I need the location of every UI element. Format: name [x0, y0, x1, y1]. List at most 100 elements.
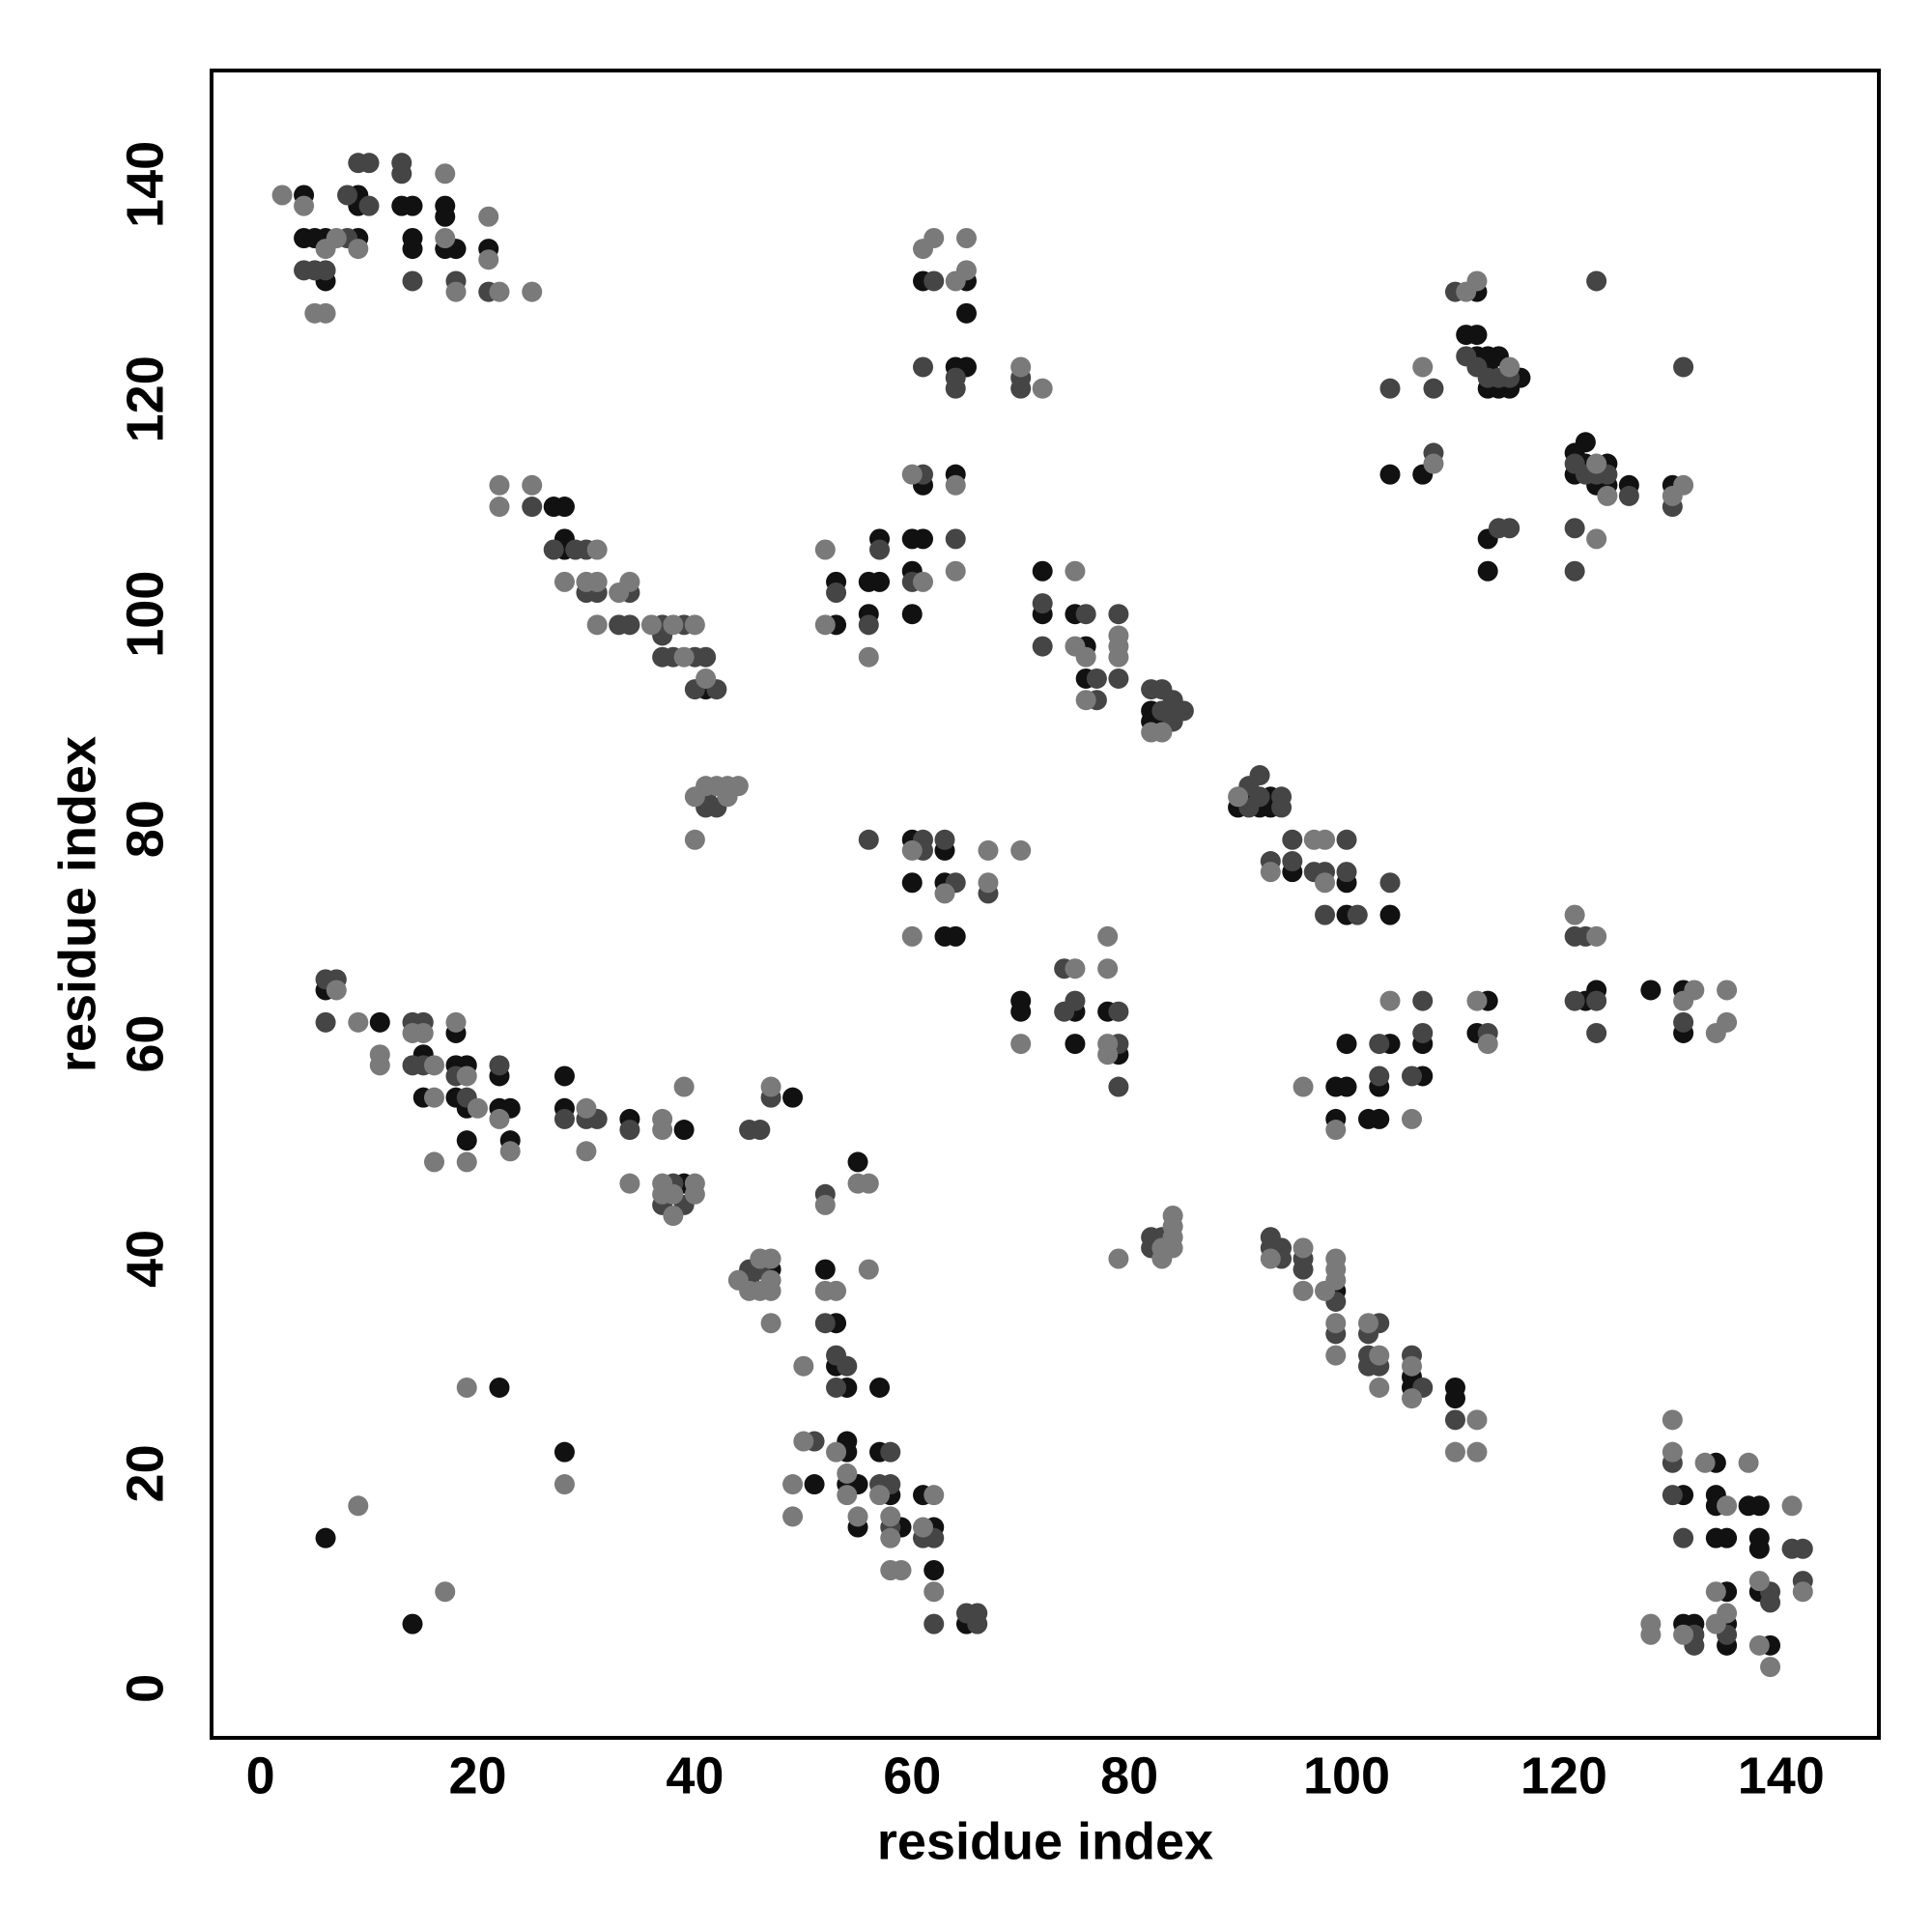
data-point — [663, 1206, 684, 1227]
data-point — [640, 614, 662, 636]
data-point — [923, 1581, 945, 1603]
data-point — [586, 614, 608, 636]
data-point — [1379, 872, 1401, 894]
data-point — [1662, 1441, 1683, 1463]
data-point — [1379, 990, 1401, 1011]
data-point — [1748, 1538, 1770, 1559]
data-point — [826, 1377, 847, 1398]
data-point — [1792, 1581, 1813, 1603]
data-point — [804, 1474, 825, 1495]
data-point — [478, 249, 499, 270]
data-point — [978, 839, 999, 861]
data-point — [1325, 1345, 1347, 1366]
x-tick-label: 120 — [1520, 1747, 1607, 1804]
y-tick-label: 40 — [116, 1230, 174, 1288]
data-point — [1444, 1388, 1465, 1409]
data-point — [1401, 1388, 1422, 1409]
data-point — [793, 1355, 814, 1377]
data-point — [543, 539, 564, 560]
data-point — [955, 302, 977, 324]
data-point — [1325, 1120, 1347, 1141]
data-point — [1032, 378, 1053, 399]
data-point — [402, 239, 423, 260]
data-point — [1065, 958, 1086, 980]
data-point — [1760, 1657, 1781, 1678]
data-point — [913, 356, 934, 378]
data-point — [1586, 453, 1607, 474]
data-point — [1325, 1269, 1347, 1291]
data-point — [1336, 1034, 1357, 1055]
data-point — [1412, 990, 1434, 1011]
data-point — [1586, 990, 1607, 1011]
data-point — [923, 1485, 945, 1506]
data-point — [586, 539, 608, 560]
data-point — [858, 614, 879, 636]
data-point — [880, 1527, 901, 1548]
y-axis-title: residue index — [48, 736, 106, 1072]
data-point — [1108, 1248, 1129, 1269]
data-point — [1705, 1581, 1726, 1603]
data-point — [1444, 1441, 1465, 1463]
data-point — [1401, 1065, 1422, 1087]
data-point — [424, 1055, 445, 1076]
data-point — [489, 497, 510, 518]
data-point — [1401, 1355, 1422, 1377]
data-point — [1108, 646, 1129, 668]
data-point — [294, 195, 315, 216]
data-point — [271, 185, 293, 206]
data-point — [858, 829, 879, 850]
data-point — [1717, 1527, 1738, 1548]
data-point — [814, 1194, 836, 1215]
data-point — [1325, 1313, 1347, 1334]
data-point — [1162, 1206, 1183, 1227]
data-point — [880, 1441, 901, 1463]
data-point — [1564, 560, 1585, 582]
data-point — [934, 829, 955, 850]
data-point — [1336, 862, 1357, 883]
data-point — [1108, 604, 1129, 625]
data-point — [1792, 1538, 1813, 1559]
data-point — [1564, 904, 1585, 925]
data-point — [1477, 560, 1498, 582]
data-point — [554, 1474, 575, 1495]
data-point — [1586, 925, 1607, 947]
data-point — [913, 571, 934, 592]
data-point — [554, 1108, 575, 1129]
data-point — [727, 776, 749, 797]
data-point — [489, 281, 510, 302]
data-point — [684, 614, 705, 636]
data-point — [1673, 1011, 1694, 1033]
data-point — [1097, 1044, 1119, 1065]
data-point — [955, 227, 977, 248]
data-point — [684, 1183, 705, 1205]
y-tick-label: 0 — [116, 1674, 174, 1703]
data-point — [522, 497, 543, 518]
data-point — [554, 1065, 575, 1087]
data-point — [1597, 485, 1618, 506]
x-tick-label: 100 — [1303, 1747, 1390, 1804]
x-tick-label: 80 — [1100, 1747, 1158, 1804]
data-point — [1010, 839, 1032, 861]
data-point — [586, 571, 608, 592]
data-point — [402, 195, 423, 216]
data-point — [945, 925, 966, 947]
data-point — [923, 1613, 945, 1634]
x-tick-label: 0 — [246, 1747, 275, 1804]
data-point — [1748, 1634, 1770, 1656]
data-point — [760, 1280, 781, 1301]
data-point — [826, 1441, 847, 1463]
data-point — [901, 464, 923, 485]
data-point — [619, 571, 640, 592]
data-point — [673, 1076, 695, 1097]
data-point — [456, 1065, 477, 1087]
data-point — [554, 1441, 575, 1463]
data-point — [348, 1495, 369, 1517]
data-point — [445, 281, 467, 302]
data-point — [1249, 765, 1270, 786]
data-point — [1586, 528, 1607, 550]
data-point — [1315, 872, 1336, 894]
x-tick-label: 40 — [666, 1747, 724, 1804]
data-point — [1673, 1527, 1694, 1548]
data-point — [934, 883, 955, 904]
